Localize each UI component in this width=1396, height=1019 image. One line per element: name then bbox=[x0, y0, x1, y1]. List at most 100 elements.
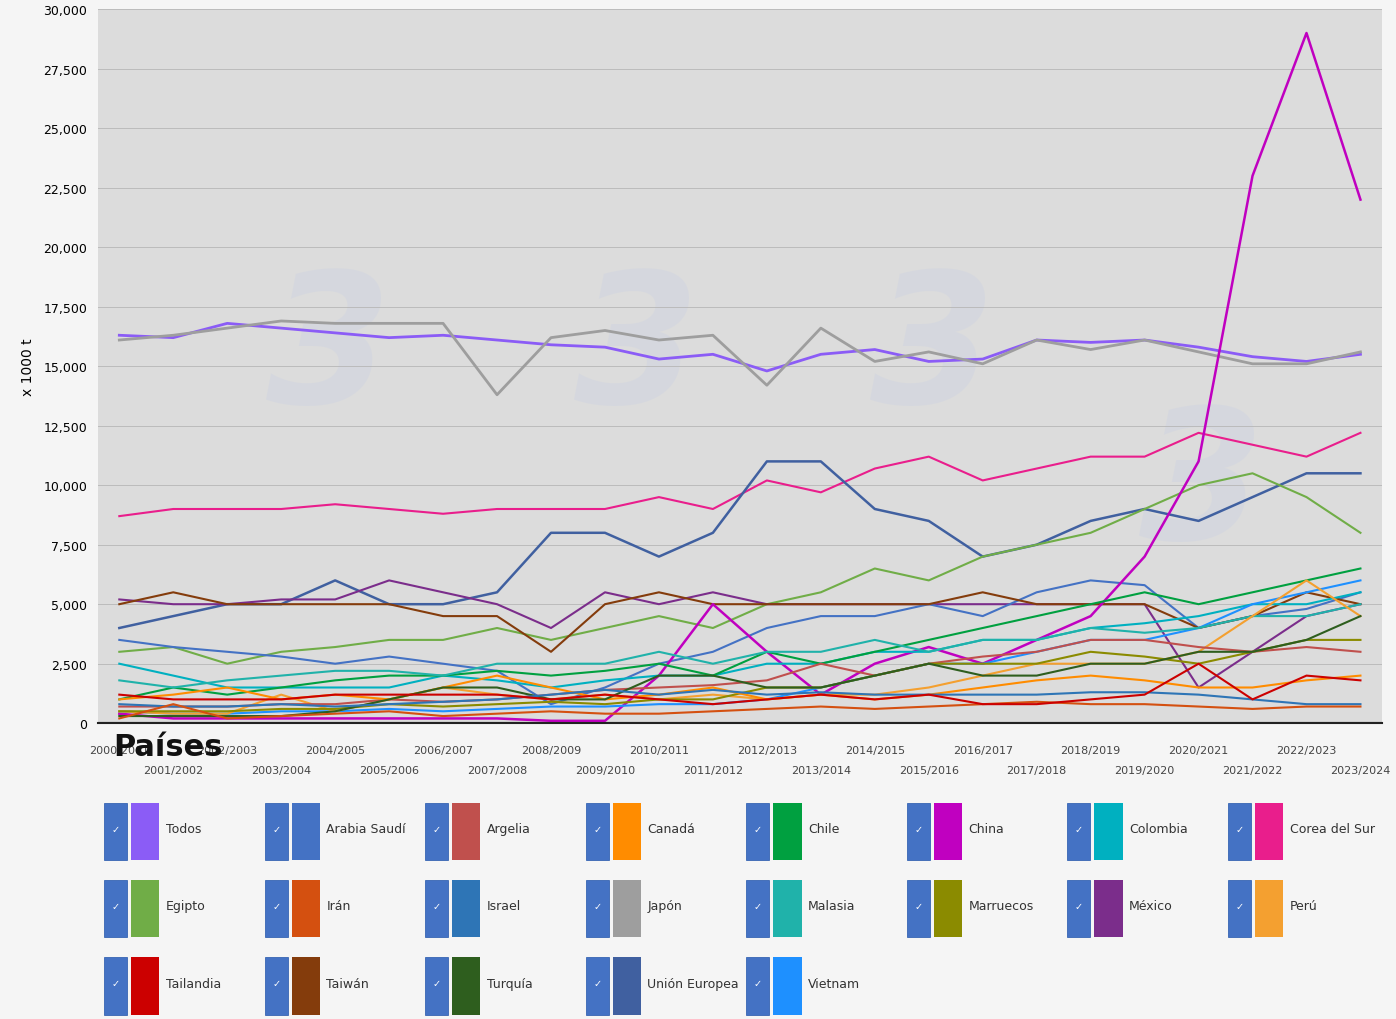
Text: México: México bbox=[1129, 900, 1173, 913]
Bar bbox=[426, 880, 448, 937]
Text: ✓: ✓ bbox=[433, 901, 441, 911]
Text: 2022/2023: 2022/2023 bbox=[1276, 746, 1337, 756]
Text: Todos: Todos bbox=[166, 822, 201, 836]
Text: ✓: ✓ bbox=[593, 978, 602, 988]
Bar bbox=[105, 803, 127, 860]
Text: 2003/2004: 2003/2004 bbox=[251, 765, 311, 775]
Bar bbox=[131, 880, 159, 937]
Text: Perú: Perú bbox=[1290, 900, 1318, 913]
Text: ✓: ✓ bbox=[754, 824, 762, 835]
Text: Arabia Saudí: Arabia Saudí bbox=[327, 822, 406, 836]
Text: 2019/2020: 2019/2020 bbox=[1114, 765, 1174, 775]
Text: Marruecos: Marruecos bbox=[969, 900, 1034, 913]
Text: 2001/2002: 2001/2002 bbox=[144, 765, 204, 775]
Text: ✓: ✓ bbox=[112, 824, 120, 835]
Bar bbox=[773, 803, 801, 860]
Text: Argelia: Argelia bbox=[487, 822, 530, 836]
Text: ✓: ✓ bbox=[914, 824, 923, 835]
Text: ✓: ✓ bbox=[433, 978, 441, 988]
Bar bbox=[747, 880, 769, 937]
Text: 2007/2008: 2007/2008 bbox=[466, 765, 528, 775]
Bar bbox=[1255, 880, 1283, 937]
Text: 2017/2018: 2017/2018 bbox=[1007, 765, 1067, 775]
Text: Canadá: Canadá bbox=[648, 822, 695, 836]
Bar bbox=[426, 958, 448, 1015]
Bar bbox=[292, 958, 320, 1015]
Text: 2002/2003: 2002/2003 bbox=[197, 746, 257, 756]
Text: Israel: Israel bbox=[487, 900, 521, 913]
Text: ✓: ✓ bbox=[272, 901, 281, 911]
Bar bbox=[452, 803, 480, 860]
Bar bbox=[586, 958, 609, 1015]
Bar bbox=[1228, 880, 1251, 937]
Bar bbox=[131, 958, 159, 1015]
Text: 2010/2011: 2010/2011 bbox=[630, 746, 690, 756]
Text: ✓: ✓ bbox=[272, 978, 281, 988]
Bar bbox=[1094, 803, 1122, 860]
Bar bbox=[586, 803, 609, 860]
Bar bbox=[1094, 880, 1122, 937]
Bar bbox=[773, 958, 801, 1015]
Text: ✓: ✓ bbox=[433, 824, 441, 835]
Bar bbox=[934, 880, 962, 937]
Bar bbox=[747, 958, 769, 1015]
Text: 2008/2009: 2008/2009 bbox=[521, 746, 581, 756]
Text: Tailandia: Tailandia bbox=[166, 976, 221, 989]
Text: 2004/2005: 2004/2005 bbox=[306, 746, 366, 756]
Text: ✓: ✓ bbox=[914, 901, 923, 911]
Bar bbox=[613, 803, 641, 860]
Text: Turquía: Turquía bbox=[487, 976, 533, 989]
Text: ✓: ✓ bbox=[1235, 901, 1244, 911]
Text: Unión Europea: Unión Europea bbox=[648, 976, 738, 989]
Text: Malasia: Malasia bbox=[808, 900, 856, 913]
Y-axis label: x 1000 t: x 1000 t bbox=[21, 338, 35, 395]
Text: 2006/2007: 2006/2007 bbox=[413, 746, 473, 756]
Bar bbox=[907, 880, 930, 937]
Bar bbox=[773, 880, 801, 937]
Text: ✓: ✓ bbox=[272, 824, 281, 835]
Text: 3: 3 bbox=[870, 265, 995, 440]
Bar bbox=[613, 880, 641, 937]
Bar bbox=[292, 880, 320, 937]
Text: ✓: ✓ bbox=[1075, 824, 1083, 835]
Bar bbox=[1068, 803, 1090, 860]
Text: Chile: Chile bbox=[808, 822, 839, 836]
Text: 2005/2006: 2005/2006 bbox=[359, 765, 419, 775]
Text: 2011/2012: 2011/2012 bbox=[683, 765, 743, 775]
Text: Japón: Japón bbox=[648, 900, 683, 913]
Text: 2018/2019: 2018/2019 bbox=[1061, 746, 1121, 756]
Text: Colombia: Colombia bbox=[1129, 822, 1188, 836]
Text: 2023/2024: 2023/2024 bbox=[1330, 765, 1390, 775]
Bar bbox=[452, 958, 480, 1015]
Bar bbox=[1228, 803, 1251, 860]
Text: 2020/2021: 2020/2021 bbox=[1168, 746, 1228, 756]
Bar bbox=[613, 958, 641, 1015]
Text: 2014/2015: 2014/2015 bbox=[845, 746, 905, 756]
Bar bbox=[452, 880, 480, 937]
Text: ✓: ✓ bbox=[754, 978, 762, 988]
Bar bbox=[934, 803, 962, 860]
Bar bbox=[747, 803, 769, 860]
Bar bbox=[265, 958, 288, 1015]
Bar bbox=[426, 803, 448, 860]
Bar bbox=[1255, 803, 1283, 860]
Text: 2012/2013: 2012/2013 bbox=[737, 746, 797, 756]
Text: ✓: ✓ bbox=[593, 824, 602, 835]
Text: ✓: ✓ bbox=[1235, 824, 1244, 835]
Text: Egipto: Egipto bbox=[166, 900, 205, 913]
Text: Vietnam: Vietnam bbox=[808, 976, 860, 989]
Text: 2021/2022: 2021/2022 bbox=[1223, 765, 1283, 775]
Text: ✓: ✓ bbox=[754, 901, 762, 911]
Text: ✓: ✓ bbox=[112, 978, 120, 988]
Text: ✓: ✓ bbox=[1075, 901, 1083, 911]
Text: 2015/2016: 2015/2016 bbox=[899, 765, 959, 775]
Text: 2013/2014: 2013/2014 bbox=[790, 765, 852, 775]
Bar bbox=[292, 803, 320, 860]
Text: ✓: ✓ bbox=[112, 901, 120, 911]
Bar bbox=[131, 803, 159, 860]
Text: China: China bbox=[969, 822, 1004, 836]
Text: ✓: ✓ bbox=[593, 901, 602, 911]
Bar bbox=[586, 880, 609, 937]
Text: Países: Países bbox=[113, 732, 222, 761]
Text: 2016/2017: 2016/2017 bbox=[952, 746, 1012, 756]
